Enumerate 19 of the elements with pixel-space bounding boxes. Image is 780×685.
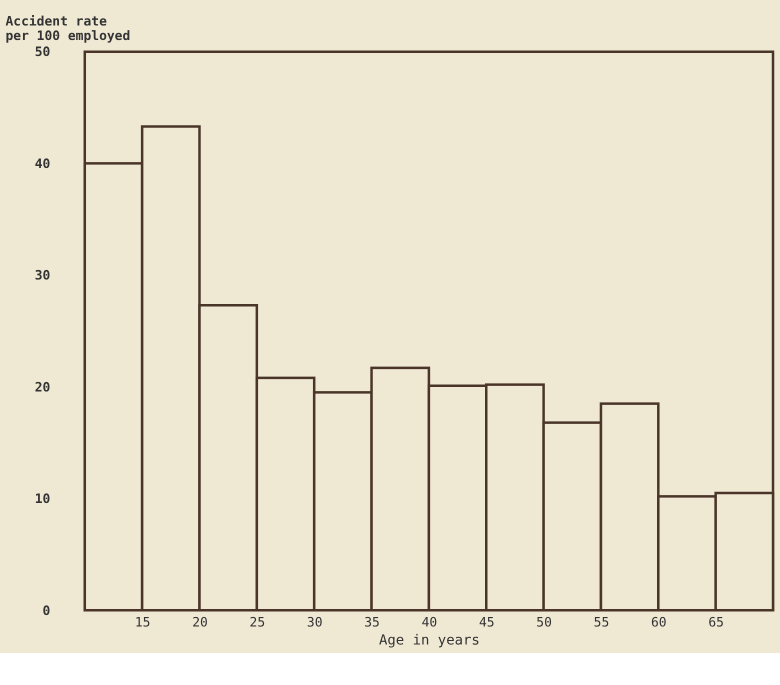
x-tick-label: 40 <box>422 616 438 631</box>
x-tick-label: 45 <box>478 616 495 631</box>
x-tick-label: 60 <box>651 616 667 631</box>
y-tick-label: 50 <box>34 45 51 60</box>
x-tick-label: 50 <box>536 616 552 631</box>
y-axis-title: Accident rate per 100 employed <box>5 14 130 44</box>
y-tick-label: 0 <box>42 604 51 619</box>
x-tick-label: 30 <box>306 616 322 631</box>
x-tick-label: 20 <box>192 616 208 631</box>
x-tick-label: 65 <box>708 616 724 631</box>
x-tick-label: 15 <box>134 616 150 631</box>
x-tick-label: 35 <box>364 616 380 631</box>
x-tick-label: 55 <box>594 616 610 631</box>
x-tick-label: 25 <box>250 616 266 631</box>
y-tick-label: 30 <box>34 268 51 284</box>
y-tick-label: 20 <box>34 380 51 396</box>
y-tick-label: 40 <box>34 156 51 172</box>
x-axis-title: Age in years <box>378 632 480 649</box>
y-tick-label: 10 <box>34 492 51 508</box>
